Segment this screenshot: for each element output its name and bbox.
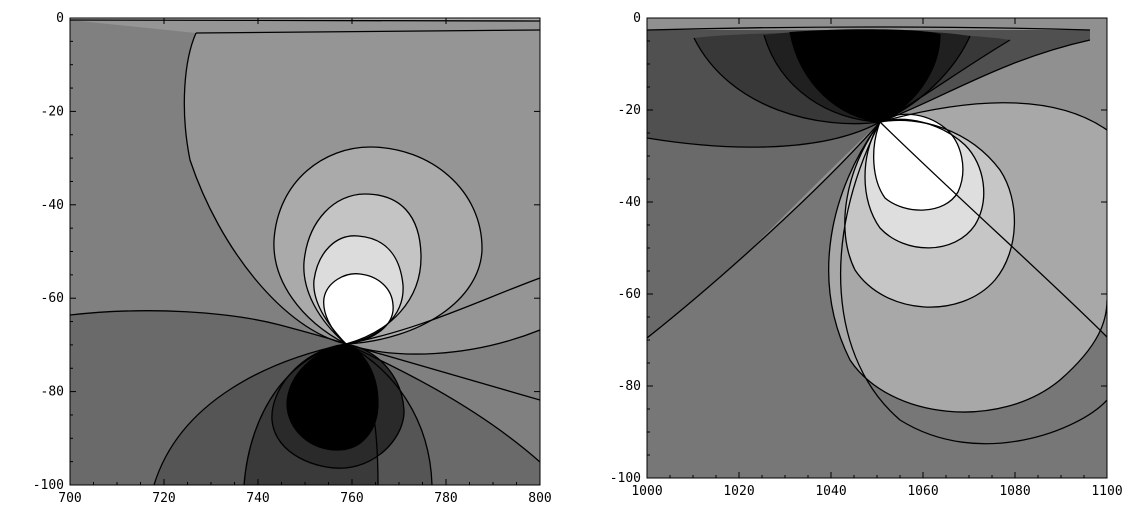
left-contour-black (286, 343, 379, 451)
right-region-black (790, 29, 940, 122)
left-x-tick-label: 720 (152, 491, 175, 506)
right-y-tick-label: -60 (618, 287, 641, 302)
left-region-surface-band (70, 18, 540, 33)
right-contour-light1 (828, 121, 1107, 413)
left-y-tick-label: -100 (33, 478, 64, 493)
left-y-tick-label: -40 (41, 198, 64, 213)
left-x-tick-label: 700 (58, 491, 81, 506)
right-y-tick-label: -20 (618, 103, 641, 118)
left-contour-ray-2 (345, 343, 540, 401)
right-x-tick-label: 1080 (999, 484, 1030, 499)
left-contour-light1 (273, 146, 483, 345)
right-y-tick-label: -100 (610, 471, 641, 486)
right-region-mid-west (647, 122, 880, 338)
left-x-tick-label: 800 (528, 491, 551, 506)
right-contour-southwest (647, 121, 881, 339)
right-x-tick-label: 1040 (815, 484, 846, 499)
left-region-white (323, 273, 394, 344)
left-contour-outer-light (183, 32, 540, 355)
right-y-tick-label: -40 (618, 195, 641, 210)
right-contour-white (873, 113, 964, 211)
right-contour-plot: 1000 1020 1040 1060 1080 1100 0 -20 -40 -60 -80 -10… (610, 11, 1123, 499)
left-x-tick-label: 780 (434, 491, 457, 506)
left-x-tick-label: 760 (340, 491, 363, 506)
left-contour-light3 (313, 235, 404, 345)
left-contour-west (70, 310, 347, 345)
left-contour-surface-1 (70, 19, 540, 22)
right-axes: 1000 1020 1040 1060 1080 1100 0 -20 -40 -60 -80 -10… (610, 11, 1123, 499)
right-x-tick-label: 1000 (631, 484, 662, 499)
right-y-tick-label: -80 (618, 379, 641, 394)
left-contour-ray-1 (345, 277, 540, 345)
right-contour-dark1 (693, 37, 1011, 125)
left-y-tick-label: -80 (41, 385, 64, 400)
left-contour-plot: 700 720 740 760 780 800 0 -20 -40 -60 -80 -100 (33, 11, 552, 506)
right-x-tick-label: 1060 (907, 484, 938, 499)
right-x-tick-label: 1020 (723, 484, 754, 499)
left-contour-dark-core (271, 343, 405, 469)
right-x-tick-label: 1100 (1091, 484, 1122, 499)
left-region-black (287, 344, 378, 450)
left-contour-east (345, 343, 540, 463)
left-contour-surface-2 (195, 29, 540, 34)
left-axes: 700 720 740 760 780 800 0 -20 -40 -60 -80 -100 (33, 11, 552, 506)
left-x-tick-label: 740 (246, 491, 269, 506)
left-contour-light2 (303, 193, 422, 345)
right-contour-outer-light (840, 121, 1107, 445)
left-contour-white (323, 273, 394, 345)
left-y-tick-label: -60 (41, 291, 64, 306)
left-y-tick-label: -20 (41, 104, 64, 119)
right-contour-light3 (864, 118, 985, 249)
right-contour-southeast (879, 121, 1107, 338)
right-y-tick-label: 0 (633, 11, 641, 26)
left-y-tick-label: 0 (56, 11, 64, 26)
right-contour-surface (647, 26, 1091, 31)
